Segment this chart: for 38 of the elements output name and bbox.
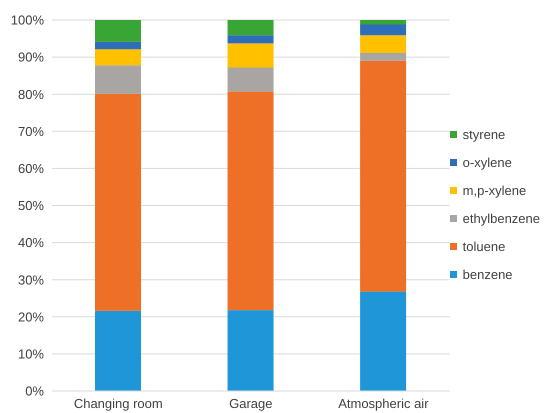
y-tick-label: 40% [18,235,44,250]
bar [360,292,406,391]
bar [360,24,406,36]
bar [95,65,141,94]
y-tick-label: 100% [10,12,44,28]
bar [228,20,274,36]
bar [360,53,406,61]
bar [360,60,406,292]
bar [95,42,141,50]
bar [95,94,141,311]
y-tick-label: 60% [18,161,44,176]
bar [360,20,406,24]
legend-label: m,p-xylene [462,182,526,198]
y-tick-label: 70% [18,124,44,139]
x-tick-label: Garage [229,396,273,412]
legend-label: styrene [462,126,506,142]
legend-label: o-xylene [462,154,512,170]
y-tick-label: 10% [18,346,44,362]
bar [228,35,274,44]
bar [228,43,274,68]
bar [95,49,141,66]
legend-label: ethylbenzene [462,210,540,226]
y-tick-label: 20% [18,309,44,324]
x-tick-label: Atmospheric air [338,396,430,412]
bar [228,67,274,92]
legend-label: benzene [462,266,513,282]
y-tick-label: 30% [18,272,44,288]
y-tick-label: 50% [18,198,44,214]
bar [228,310,274,391]
y-tick-label: 90% [18,50,44,65]
bar [95,20,141,42]
bar [228,92,274,310]
bar [360,35,406,54]
y-tick-label: 80% [18,86,44,102]
bar [95,310,141,391]
y-tick-label: 0% [25,384,44,399]
legend-label: toluene [462,238,506,254]
x-tick-label: Changing room [74,396,163,412]
